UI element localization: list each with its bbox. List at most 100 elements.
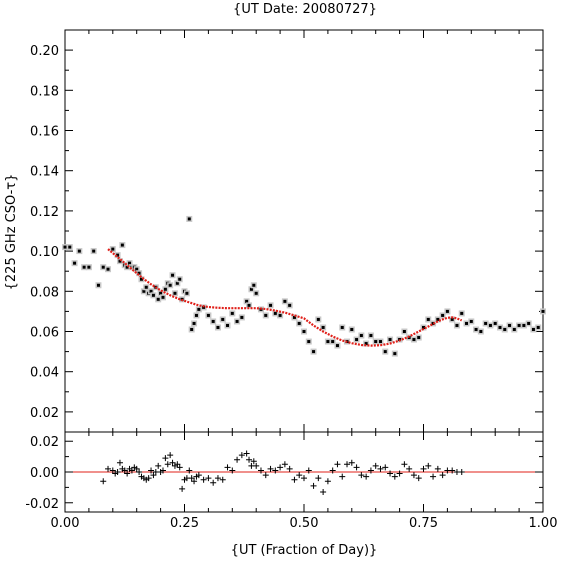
residual-point — [310, 482, 317, 489]
residual-point — [128, 467, 135, 474]
residual-point — [243, 450, 250, 457]
x-axis-label: {UT (Fraction of Day)} — [231, 543, 378, 558]
data-point — [118, 259, 122, 263]
data-point — [173, 291, 177, 295]
data-point — [116, 253, 120, 257]
data-point — [455, 323, 459, 327]
data-point — [488, 323, 492, 327]
residual-point — [339, 473, 346, 480]
residual-point — [420, 465, 427, 472]
data-point — [383, 350, 387, 354]
data-point — [187, 217, 191, 221]
data-point — [422, 325, 425, 329]
residual-point — [133, 465, 140, 472]
residual-point — [121, 467, 128, 474]
data-point — [388, 338, 392, 342]
y-tick-label: 0.14 — [30, 165, 59, 180]
data-point — [307, 340, 311, 344]
residual-point — [105, 465, 112, 472]
data-point — [254, 291, 258, 295]
data-point — [190, 327, 194, 331]
data-point — [68, 245, 72, 249]
data-point — [512, 327, 516, 331]
data-point — [450, 317, 454, 321]
data-point — [87, 265, 91, 269]
y-tick-label: 0.02 — [30, 435, 59, 450]
data-point — [441, 313, 445, 317]
data-point — [402, 330, 406, 333]
data-point — [77, 249, 81, 253]
residual-point — [136, 469, 143, 475]
residual-point — [391, 473, 398, 480]
residual-point — [195, 472, 202, 479]
residual-point — [191, 478, 198, 485]
residual-point — [344, 461, 351, 468]
y-tick-label: 0.04 — [30, 366, 59, 381]
data-point — [355, 338, 359, 342]
residual-point — [238, 452, 245, 459]
main-panel-frame — [64, 29, 544, 433]
residual-point — [353, 464, 360, 471]
residual-point — [167, 452, 174, 459]
residual-point — [257, 467, 264, 474]
fit-curve — [107, 248, 463, 347]
data-point — [359, 334, 363, 338]
residual-point — [439, 472, 446, 479]
data-point — [283, 299, 287, 303]
data-point — [137, 271, 141, 275]
y-tick-label: 0.08 — [30, 285, 59, 300]
data-point — [249, 287, 253, 291]
data-point — [369, 334, 373, 338]
data-point — [431, 321, 435, 325]
data-point — [151, 293, 155, 297]
data-point — [474, 327, 478, 331]
y-tick-label: -0.02 — [25, 497, 59, 512]
data-point — [125, 265, 129, 269]
data-point — [312, 350, 316, 354]
data-point — [135, 267, 139, 271]
residual-point — [205, 475, 212, 482]
data-point — [202, 305, 206, 309]
data-point — [178, 277, 182, 281]
residual-point — [246, 456, 253, 463]
residual-point — [315, 475, 322, 482]
residual-point — [272, 467, 279, 474]
residual-point — [155, 462, 162, 469]
data-point — [240, 315, 244, 319]
residual-point — [186, 467, 193, 474]
data-point — [436, 317, 440, 321]
residual-point — [124, 470, 131, 477]
data-point — [128, 261, 132, 265]
data-point — [479, 330, 483, 333]
data-point — [326, 340, 330, 344]
residual-ticks: 0.02 0.00 -0.02 — [25, 435, 543, 512]
y-tick-label: 0.12 — [30, 205, 59, 220]
residual-point — [286, 465, 293, 472]
residual-point — [382, 464, 389, 471]
residual-point — [114, 469, 121, 475]
data-point — [96, 283, 100, 287]
data-point — [197, 307, 201, 311]
data-point — [484, 321, 488, 325]
data-point — [142, 289, 146, 293]
residual-point — [214, 475, 221, 482]
data-point — [101, 265, 105, 269]
residual-point — [415, 475, 422, 482]
residual-point — [410, 472, 417, 479]
data-point — [211, 319, 215, 323]
data-point — [226, 323, 230, 327]
y-tick-label: 0.00 — [30, 466, 59, 481]
residual-point — [162, 455, 169, 462]
data-point — [393, 352, 397, 356]
x-tick-label: 1.00 — [529, 516, 558, 531]
residual-point — [458, 469, 465, 475]
residual-point — [363, 473, 370, 480]
residual-point — [224, 464, 231, 471]
data-point — [216, 325, 220, 329]
residual-point — [109, 467, 116, 474]
residual-point — [291, 476, 298, 483]
data-point — [445, 309, 449, 313]
data-point — [503, 327, 507, 331]
data-point — [378, 340, 382, 344]
